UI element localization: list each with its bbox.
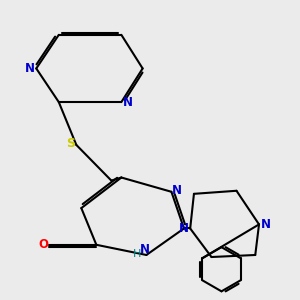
Text: N: N [260,218,271,231]
Text: H: H [134,248,142,259]
Text: N: N [123,96,133,109]
Text: N: N [179,222,189,235]
Text: N: N [140,243,150,256]
Text: S: S [67,137,76,150]
Text: N: N [172,184,182,197]
Text: O: O [38,238,49,251]
Text: N: N [25,62,35,75]
